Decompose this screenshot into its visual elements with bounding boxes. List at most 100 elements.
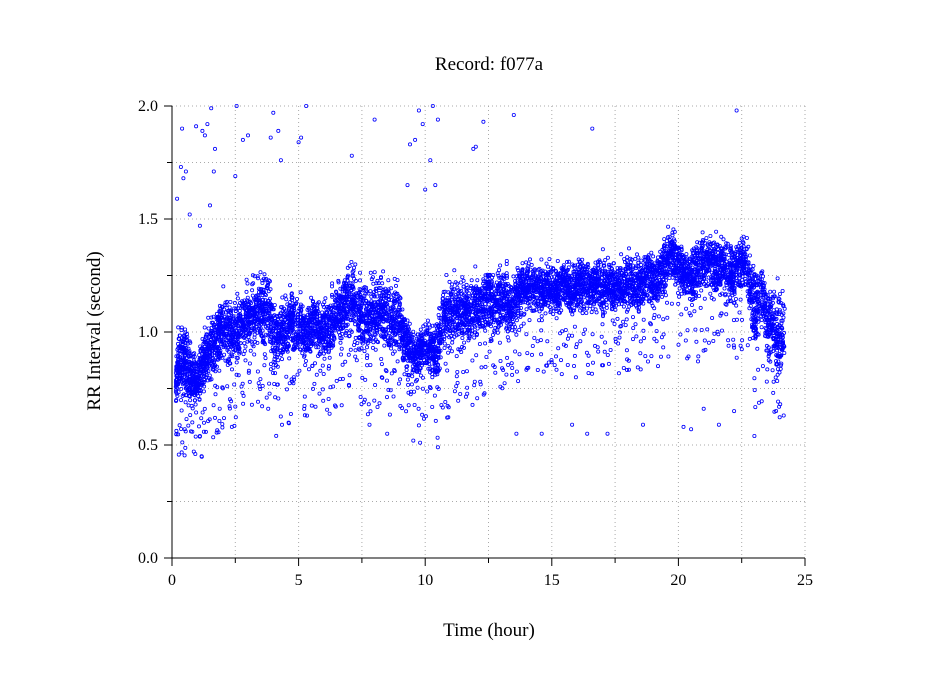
data-point xyxy=(228,311,233,316)
data-point xyxy=(226,357,231,362)
data-point xyxy=(229,338,234,343)
data-point xyxy=(353,335,358,340)
data-point xyxy=(452,268,457,273)
data-point xyxy=(176,432,181,437)
data-point xyxy=(188,398,193,403)
data-point xyxy=(372,270,377,275)
data-point xyxy=(245,281,250,286)
data-point xyxy=(519,324,524,329)
data-point xyxy=(202,339,207,344)
data-point xyxy=(176,325,181,330)
data-point xyxy=(381,269,386,274)
data-point xyxy=(269,332,274,337)
data-point xyxy=(375,404,380,409)
data-point xyxy=(472,379,477,384)
data-point xyxy=(284,387,289,392)
data-point xyxy=(193,391,198,396)
data-point xyxy=(205,358,210,363)
data-point xyxy=(475,396,480,401)
data-point xyxy=(206,326,211,331)
data-point xyxy=(177,337,182,342)
data-point xyxy=(275,364,280,369)
data-point xyxy=(303,363,308,368)
data-point xyxy=(406,403,411,408)
data-point xyxy=(323,296,328,301)
data-point xyxy=(327,411,332,416)
data-point xyxy=(430,375,435,380)
data-point xyxy=(199,454,204,459)
data-point xyxy=(202,325,207,330)
data-point xyxy=(232,330,237,335)
data-point xyxy=(236,373,241,378)
data-point xyxy=(246,335,251,340)
data-point xyxy=(243,358,248,363)
data-point xyxy=(539,328,544,333)
data-point xyxy=(421,324,426,329)
data-point xyxy=(206,419,211,424)
data-point xyxy=(411,438,416,443)
data-point xyxy=(260,334,265,339)
data-point xyxy=(400,307,405,312)
data-point xyxy=(520,261,525,266)
data-point xyxy=(261,287,266,292)
data-point xyxy=(206,369,211,374)
data-point xyxy=(179,386,184,391)
data-point xyxy=(222,352,227,357)
data-point xyxy=(267,308,272,313)
data-point xyxy=(252,274,257,279)
data-point xyxy=(212,363,217,368)
data-point xyxy=(357,270,362,275)
data-point xyxy=(524,307,529,312)
data-point xyxy=(179,328,184,333)
data-point xyxy=(228,299,233,304)
data-point xyxy=(313,404,318,409)
data-point xyxy=(202,384,207,389)
data-point xyxy=(509,328,514,333)
data-point xyxy=(334,378,339,383)
data-point xyxy=(432,393,437,398)
data-point xyxy=(187,387,192,392)
data-point xyxy=(317,391,322,396)
data-point xyxy=(261,315,266,320)
data-point xyxy=(210,355,215,360)
data-point xyxy=(193,402,198,407)
data-point xyxy=(235,296,240,301)
data-point xyxy=(209,315,214,320)
data-point xyxy=(412,402,417,407)
data-point xyxy=(213,392,218,397)
data-point xyxy=(502,381,507,386)
data-point xyxy=(280,295,285,300)
data-point xyxy=(524,332,529,337)
data-point xyxy=(179,450,184,455)
data-point xyxy=(260,280,265,285)
data-point xyxy=(258,326,263,331)
data-point xyxy=(258,270,263,275)
data-point xyxy=(250,273,255,278)
data-point xyxy=(475,326,480,331)
data-point xyxy=(505,335,510,340)
data-point xyxy=(212,322,217,327)
data-point xyxy=(200,345,205,350)
data-point xyxy=(233,308,238,313)
data-point xyxy=(379,362,384,367)
data-point xyxy=(184,337,189,342)
data-point xyxy=(357,278,362,283)
data-point xyxy=(274,354,279,359)
data-point xyxy=(452,389,457,394)
data-point xyxy=(250,288,255,293)
data-point xyxy=(251,281,256,286)
data-point xyxy=(216,315,221,320)
data-point xyxy=(287,283,292,288)
data-point xyxy=(321,371,326,376)
data-point xyxy=(281,324,286,329)
data-point xyxy=(203,429,208,434)
data-point xyxy=(278,414,283,419)
data-point xyxy=(270,345,275,350)
data-point xyxy=(197,397,202,402)
data-point xyxy=(477,341,482,346)
data-point xyxy=(276,331,281,336)
data-point xyxy=(327,355,332,360)
data-point xyxy=(177,333,182,338)
data-point xyxy=(200,336,205,341)
data-point xyxy=(180,355,185,360)
